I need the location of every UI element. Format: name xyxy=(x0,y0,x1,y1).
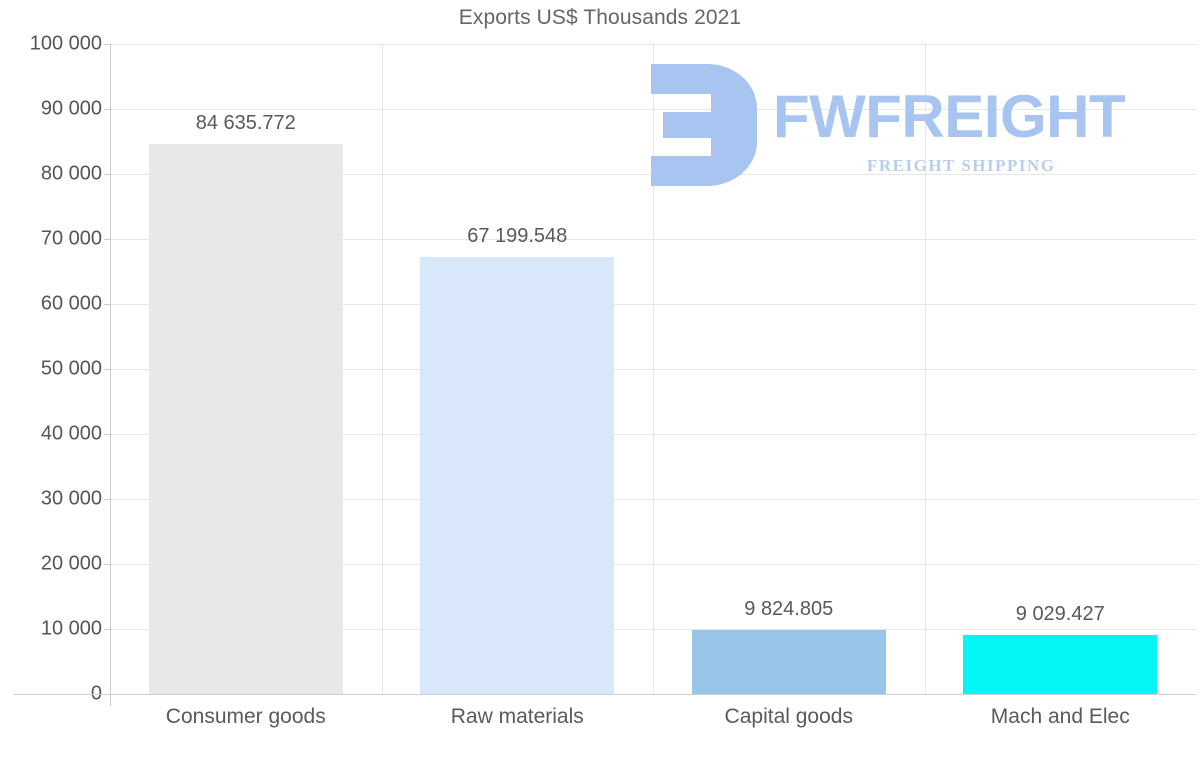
bar-value-label: 67 199.548 xyxy=(467,225,568,248)
y-axis-line xyxy=(110,44,111,706)
y-axis-tick-mark xyxy=(104,629,111,630)
bar[interactable] xyxy=(963,635,1158,694)
y-axis-tick-mark xyxy=(104,369,111,370)
gridline-vertical xyxy=(925,44,926,694)
bar-value-label: 9 824.805 xyxy=(744,598,834,621)
x-axis-tick-label: Consumer goods xyxy=(165,705,326,728)
y-axis-tick-mark xyxy=(104,239,111,240)
plot-area: 84 635.772 67 199.548 9 824.805 9 029.427 xyxy=(110,44,1196,694)
y-axis-tick-mark xyxy=(104,564,111,565)
gridline-vertical xyxy=(382,44,383,694)
y-axis-tick-label: 50 000 xyxy=(40,357,102,380)
y-axis-tick-mark xyxy=(104,174,111,175)
bar[interactable] xyxy=(148,143,343,694)
bar-value-label: 9 029.427 xyxy=(1015,603,1105,626)
gridline-vertical xyxy=(653,44,654,694)
y-axis-tick-label: 20 000 xyxy=(40,552,102,575)
y-axis-tick-mark xyxy=(104,109,111,110)
bar-value-label: 84 635.772 xyxy=(195,111,296,134)
x-axis-tick-label: Mach and Elec xyxy=(990,705,1130,728)
x-axis-tick-label: Capital goods xyxy=(724,705,853,728)
y-axis-tick-mark xyxy=(104,434,111,435)
y-axis-tick-mark xyxy=(104,499,111,500)
y-axis-tick-label: 90 000 xyxy=(40,97,102,120)
y-axis-tick-label: 0 xyxy=(2,683,102,706)
y-axis-tick-label: 40 000 xyxy=(40,422,102,445)
x-axis-tick-label: Raw materials xyxy=(450,705,584,728)
y-axis-tick-label: 60 000 xyxy=(40,292,102,315)
bar[interactable] xyxy=(691,630,886,694)
y-axis-tick-mark xyxy=(104,304,111,305)
y-axis-tick-label: 70 000 xyxy=(40,227,102,250)
y-axis-tick-label: 10 000 xyxy=(40,617,102,640)
x-axis-line xyxy=(14,694,1196,695)
bar[interactable] xyxy=(420,257,615,694)
y-axis-tick-label: 30 000 xyxy=(40,487,102,510)
y-axis-tick-label: 80 000 xyxy=(40,162,102,185)
chart-title: Exports US$ Thousands 2021 xyxy=(458,6,742,29)
y-axis: 0 10 000 20 000 30 000 40 000 50 000 60 000 70 … xyxy=(0,0,111,763)
y-axis-tick-mark xyxy=(104,44,111,45)
y-axis-tick-label: 100 000 xyxy=(29,32,102,55)
